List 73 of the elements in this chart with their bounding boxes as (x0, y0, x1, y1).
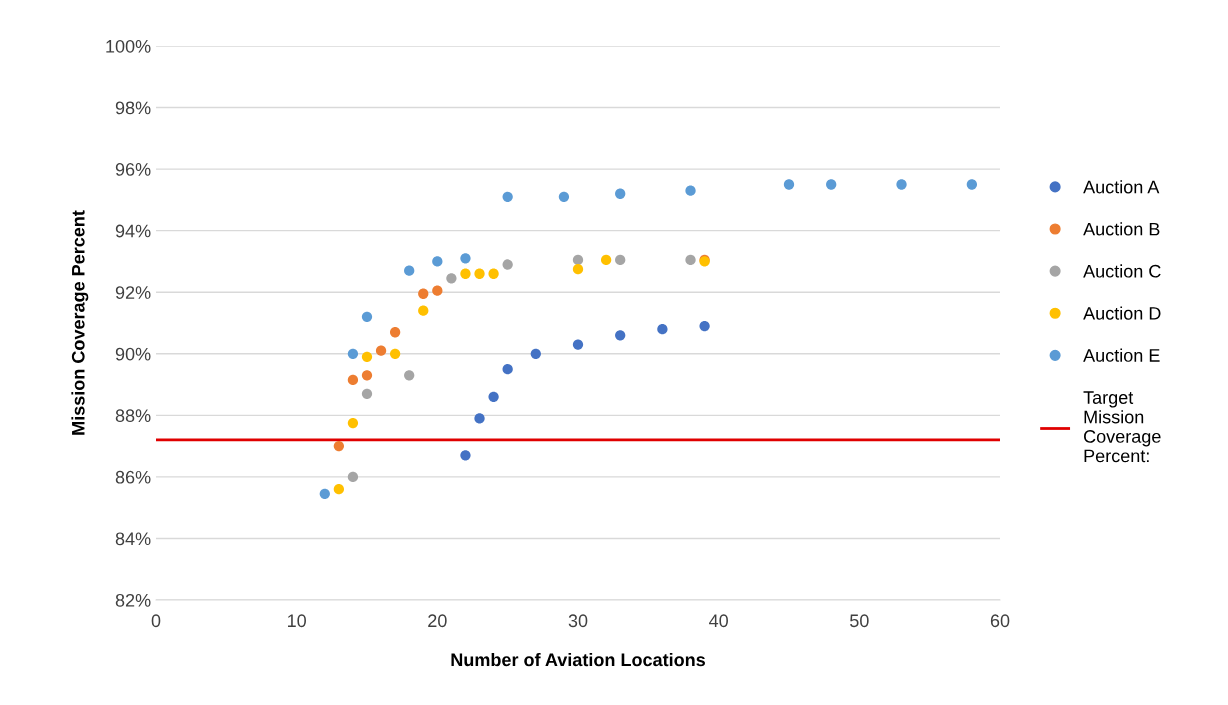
point (389, 348, 401, 359)
point (572, 254, 584, 266)
point (418, 305, 429, 316)
point (333, 484, 345, 495)
point (488, 268, 499, 279)
point (432, 285, 443, 296)
point (319, 488, 330, 499)
legend-label: Auction E (1083, 348, 1160, 362)
point (502, 259, 513, 270)
point (446, 273, 457, 284)
y-tick-label: 94% (115, 224, 151, 238)
point (530, 348, 541, 359)
x-tick-label: 50 (850, 614, 869, 628)
point (460, 450, 471, 461)
point (615, 254, 626, 266)
point (474, 268, 485, 279)
point (361, 388, 373, 399)
y-tick-label: 84% (115, 532, 151, 546)
legend-label: Auction A (1083, 180, 1160, 194)
y-axis-title: Mission Coverage Percent (71, 210, 89, 435)
legend-label: Auction C (1083, 264, 1161, 278)
point (783, 179, 795, 190)
point (615, 330, 626, 341)
y-tick-label: 100% (106, 39, 151, 53)
point (347, 374, 359, 386)
point (615, 188, 626, 199)
point (474, 413, 485, 424)
point (966, 179, 978, 190)
legend-label: Auction B (1083, 222, 1160, 236)
legend-label: Target Mission Coverage Percent: (1083, 391, 1161, 463)
point (460, 253, 471, 264)
point (333, 440, 345, 452)
point (375, 345, 387, 356)
point (826, 179, 837, 190)
y-tick-label: 92% (115, 286, 151, 299)
point (657, 324, 668, 335)
point (347, 348, 359, 359)
y-tick-label: 96% (115, 163, 151, 176)
point (389, 327, 401, 338)
point (361, 370, 373, 381)
point (572, 263, 584, 275)
point (418, 288, 429, 299)
x-tick-label: 20 (428, 614, 447, 628)
y-tick-label: 82% (115, 593, 151, 607)
x-tick-label: 30 (568, 614, 588, 628)
point (600, 254, 612, 266)
point (685, 254, 696, 266)
point (502, 364, 513, 375)
y-tick-label: 98% (115, 101, 151, 115)
point (361, 311, 373, 322)
x-tick-label: 40 (709, 614, 728, 628)
legend-label: Auction D (1083, 306, 1161, 320)
y-tick-label: 90% (115, 347, 151, 361)
point (432, 256, 443, 267)
point (347, 471, 359, 483)
point (347, 417, 359, 429)
point (558, 191, 570, 202)
point (896, 179, 907, 190)
y-tick-label: 88% (115, 409, 151, 423)
point (502, 191, 513, 202)
point (404, 370, 415, 381)
point (361, 351, 373, 363)
point (460, 268, 471, 279)
point (699, 320, 710, 332)
point (685, 185, 696, 196)
point (572, 339, 584, 350)
point (404, 265, 415, 276)
x-axis-title: Number of Aviation Locations (451, 652, 705, 667)
x-tick-label: 10 (288, 614, 306, 628)
point (488, 391, 499, 403)
y-tick-label: 86% (115, 470, 151, 484)
x-tick-label: 0 (151, 614, 161, 628)
x-tick-label: 60 (990, 614, 1010, 628)
